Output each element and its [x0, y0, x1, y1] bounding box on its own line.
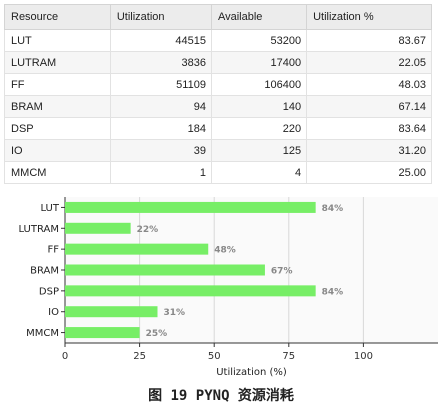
available-cell: 53200 — [210, 29, 308, 52]
utilization-table: Resource Utilization Available Utilizati… — [4, 4, 432, 184]
resource-cell: IO — [4, 139, 111, 162]
table-row[interactable]: DSP 184 220 83.64 — [4, 117, 432, 140]
category-label: FF — [47, 245, 59, 256]
x-tick-label: 50 — [208, 351, 221, 362]
header-available[interactable]: Available — [210, 4, 308, 30]
utilization-cell: 3836 — [109, 51, 212, 74]
x-axis-title: Utilization (%) — [216, 367, 287, 378]
resource-cell: DSP — [4, 117, 111, 140]
data-label: 84% — [322, 287, 344, 297]
percent-cell: 22.05 — [306, 51, 432, 74]
utilization-cell: 94 — [109, 95, 212, 118]
data-label: 22% — [137, 225, 159, 235]
resource-cell: LUTRAM — [4, 51, 111, 74]
table-row[interactable]: LUT 44515 53200 83.67 — [4, 29, 432, 52]
x-tick-label: 100 — [354, 351, 373, 362]
table-row[interactable]: FF 51109 106400 48.03 — [4, 73, 432, 96]
data-label: 67% — [271, 267, 293, 277]
bar-bram[interactable] — [65, 264, 265, 276]
data-label: 31% — [164, 308, 186, 318]
header-utilization[interactable]: Utilization — [109, 4, 212, 30]
bar-mmcm[interactable] — [65, 327, 140, 339]
utilization-cell: 51109 — [109, 73, 212, 96]
available-cell: 106400 — [210, 73, 308, 96]
x-tick-label: 75 — [282, 351, 295, 362]
available-cell: 17400 — [210, 51, 308, 74]
table-row[interactable]: LUTRAM 3836 17400 22.05 — [4, 51, 432, 74]
utilization-cell: 44515 — [109, 29, 212, 52]
table-row[interactable]: IO 39 125 31.20 — [4, 139, 432, 162]
percent-cell: 48.03 — [306, 73, 432, 96]
utilization-cell: 39 — [109, 139, 212, 162]
category-label: LUTRAM — [18, 224, 59, 235]
x-tick-label: 25 — [133, 351, 146, 362]
category-label: LUT — [40, 203, 59, 214]
resource-cell: BRAM — [4, 95, 111, 118]
utilization-bar-chart: 0 25 50 75 100 LUT 84% LUTRAM 22% FF 48% BRAM 67% DSP… — [18, 197, 438, 378]
category-label: MMCM — [26, 328, 59, 339]
utilization-cell: 1 — [109, 161, 212, 184]
data-label: 84% — [322, 204, 344, 214]
header-utilization-percent[interactable]: Utilization % — [306, 4, 432, 30]
percent-cell: 83.67 — [306, 29, 432, 52]
percent-cell: 25.00 — [306, 161, 432, 184]
category-label: DSP — [39, 286, 59, 297]
resource-cell: MMCM — [4, 161, 111, 184]
bar-io[interactable] — [65, 306, 158, 318]
percent-cell: 83.64 — [306, 117, 432, 140]
table-header-row: Resource Utilization Available Utilizati… — [4, 4, 432, 30]
percent-cell: 31.20 — [306, 139, 432, 162]
available-cell: 220 — [210, 117, 308, 140]
data-label: 25% — [146, 329, 168, 339]
bar-lut[interactable] — [65, 201, 316, 213]
resource-cell: LUT — [4, 29, 111, 52]
resource-cell: FF — [4, 73, 111, 96]
table-row[interactable]: BRAM 94 140 67.14 — [4, 95, 432, 118]
category-label: BRAM — [30, 266, 59, 277]
bar-dsp[interactable] — [65, 285, 316, 297]
table-row[interactable]: MMCM 1 4 25.00 — [4, 161, 432, 184]
available-cell: 140 — [210, 95, 308, 118]
figure-caption: 图 19 PYNQ 资源消耗 — [148, 388, 294, 404]
header-resource[interactable]: Resource — [4, 4, 111, 30]
x-tick-label: 0 — [62, 351, 68, 362]
utilization-cell: 184 — [109, 117, 212, 140]
category-label: IO — [48, 307, 59, 318]
percent-cell: 67.14 — [306, 95, 432, 118]
bar-lutram[interactable] — [65, 222, 131, 234]
bar-ff[interactable] — [65, 243, 209, 255]
available-cell: 4 — [210, 161, 308, 184]
available-cell: 125 — [210, 139, 308, 162]
data-label: 48% — [214, 246, 236, 256]
